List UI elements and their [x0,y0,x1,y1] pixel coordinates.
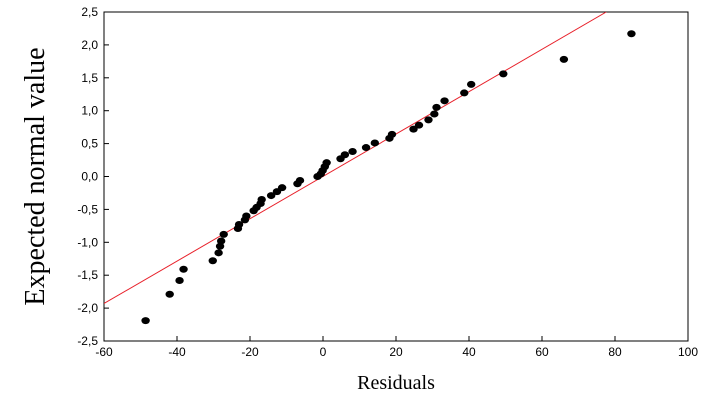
data-point [219,230,228,238]
data-points [141,30,636,325]
data-point [208,257,217,265]
data-point [141,317,150,325]
x-tick-label: 0 [320,345,327,359]
x-tick-label: 80 [608,345,622,359]
y-tick-label: 1,5 [81,71,98,85]
data-point [409,125,418,133]
y-tick-label: 0,5 [81,137,98,151]
data-point [295,176,305,184]
data-point [175,276,184,284]
data-point [499,70,508,78]
y-tick-label: -1,5 [77,268,98,282]
x-tick-label: 60 [535,345,549,359]
x-tick-label: 20 [389,345,403,359]
data-point [627,30,636,38]
data-point [361,144,371,152]
x-tick-label: -20 [241,345,259,359]
data-point [440,97,449,105]
data-point [215,242,225,250]
x-tick-label: 100 [678,345,698,359]
data-point [348,147,357,155]
data-point [340,151,350,159]
data-point [216,237,226,245]
data-point [424,116,433,124]
data-point [242,212,251,220]
data-point [234,221,244,229]
data-point [179,265,188,273]
x-axis-title: Residuals [357,372,435,394]
data-point [460,89,469,97]
x-tick-label: 40 [462,345,476,359]
data-point [559,55,569,63]
data-point [266,192,276,200]
y-tick-label: -2,0 [77,301,98,315]
y-tick-label: -0,5 [77,202,98,216]
data-point [466,80,476,88]
x-axis: -60 -40 -20 0 20 40 60 80 100 [95,336,698,359]
y-tick-label: 1,0 [81,104,98,118]
data-point [430,110,439,118]
y-axis-title: Expected normal value [20,47,51,305]
y-tick-label: -1,0 [77,235,98,249]
data-point [387,130,397,138]
data-point [432,103,441,111]
y-tick-label: -2,5 [77,334,98,348]
reference-line [104,12,607,304]
plot-frame [103,11,689,342]
data-point [277,184,287,192]
data-point [257,196,266,204]
y-axis: -2,5 -2,0 -1,5 -1,0 -0,5 0,0 0,5 1,0 1,5 2,0 2,5 [77,5,109,348]
x-tick-label: -40 [168,345,186,359]
data-point [165,290,174,298]
data-point [370,139,380,147]
y-tick-label: 2,0 [81,38,98,52]
x-tick-label: -60 [95,345,113,359]
data-point [214,249,223,257]
y-tick-label: 0,0 [81,170,98,184]
data-point [322,159,331,167]
y-tick-label: 2,5 [81,5,98,19]
data-point [414,121,424,129]
